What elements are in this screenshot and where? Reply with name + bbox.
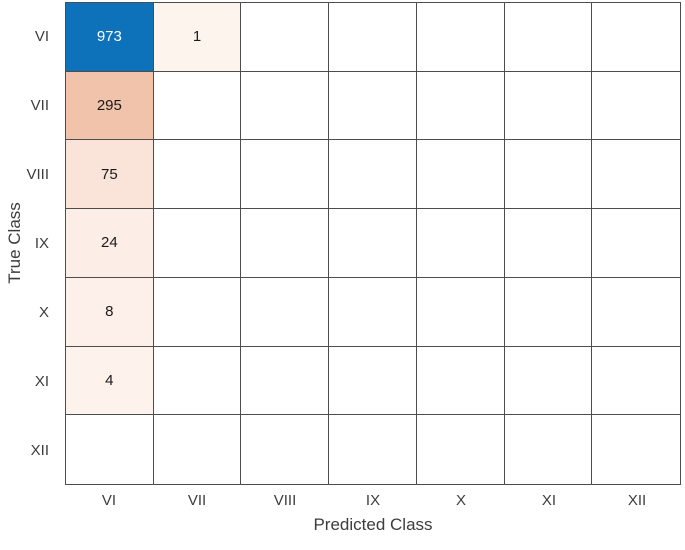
matrix-cell bbox=[329, 415, 417, 484]
x-tick-label: XII bbox=[627, 491, 647, 509]
x-tick-label: VII bbox=[187, 491, 207, 509]
y-axis-tick-labels: VI VII VIII IX X XI XII bbox=[0, 2, 58, 485]
matrix-cell bbox=[241, 140, 330, 210]
matrix-cell bbox=[592, 71, 680, 141]
x-axis-label: Predicted Class bbox=[313, 515, 433, 534]
matrix-cell bbox=[329, 346, 417, 416]
matrix-cell bbox=[241, 277, 330, 347]
matrix-cell bbox=[241, 3, 330, 72]
matrix-cell bbox=[416, 209, 505, 278]
matrix-cell bbox=[504, 346, 593, 416]
matrix-cell: 295 bbox=[66, 71, 154, 141]
matrix-cell bbox=[416, 277, 505, 347]
matrix-cell bbox=[592, 209, 680, 278]
y-tick-label: X bbox=[38, 304, 49, 321]
matrix-cell bbox=[504, 415, 593, 484]
x-tick-label: XI bbox=[541, 491, 557, 509]
matrix-cell bbox=[241, 415, 330, 484]
matrix-cell bbox=[329, 3, 417, 72]
matrix-cell bbox=[153, 71, 242, 141]
matrix-cell bbox=[329, 140, 417, 210]
matrix-cell bbox=[504, 71, 593, 141]
matrix-cell bbox=[153, 415, 242, 484]
matrix-cell bbox=[504, 140, 593, 210]
matrix-cell bbox=[329, 71, 417, 141]
y-tick-label: VII bbox=[30, 97, 49, 114]
matrix-cell bbox=[416, 415, 505, 484]
matrix-cell bbox=[329, 277, 417, 347]
matrix-cell bbox=[416, 140, 505, 210]
matrix-cell bbox=[504, 209, 593, 278]
matrix-cell: 24 bbox=[66, 209, 154, 278]
matrix-cell bbox=[66, 415, 154, 484]
x-tick-label: VIII bbox=[273, 491, 297, 509]
matrix-cell bbox=[241, 346, 330, 416]
y-tick-label: IX bbox=[34, 235, 49, 252]
matrix-cell bbox=[504, 277, 593, 347]
matrix-cell bbox=[504, 3, 593, 72]
matrix-cell: 75 bbox=[66, 140, 154, 210]
matrix-cell bbox=[592, 277, 680, 347]
matrix-cell bbox=[153, 277, 242, 347]
x-tick-label: IX bbox=[365, 491, 381, 509]
matrix-cell bbox=[153, 140, 242, 210]
y-tick-label: VIII bbox=[26, 166, 49, 183]
matrix-cell: 8 bbox=[66, 277, 154, 347]
matrix-cell: 4 bbox=[66, 346, 154, 416]
x-tick-label: X bbox=[455, 491, 466, 509]
matrix-cell bbox=[592, 415, 680, 484]
x-tick-label: VI bbox=[101, 491, 117, 509]
confusion-matrix-grid: 973 1 295 75 24 8 4 bbox=[65, 2, 681, 485]
y-tick-label: XII bbox=[30, 442, 49, 459]
matrix-cell bbox=[241, 71, 330, 141]
matrix-cell bbox=[592, 346, 680, 416]
x-axis-tick-labels: VI VII VIII IX X XI XII bbox=[65, 489, 681, 511]
matrix-cell bbox=[416, 3, 505, 72]
y-tick-label: VI bbox=[34, 28, 49, 45]
matrix-cell bbox=[153, 346, 242, 416]
matrix-cell bbox=[416, 71, 505, 141]
matrix-cell bbox=[416, 346, 505, 416]
matrix-cell: 973 bbox=[66, 3, 154, 72]
y-tick-label: XI bbox=[34, 373, 49, 390]
matrix-cell: 1 bbox=[153, 3, 242, 72]
matrix-cell bbox=[241, 209, 330, 278]
matrix-cell bbox=[329, 209, 417, 278]
matrix-cell bbox=[153, 209, 242, 278]
matrix-cell bbox=[592, 3, 680, 72]
matrix-cell bbox=[592, 140, 680, 210]
